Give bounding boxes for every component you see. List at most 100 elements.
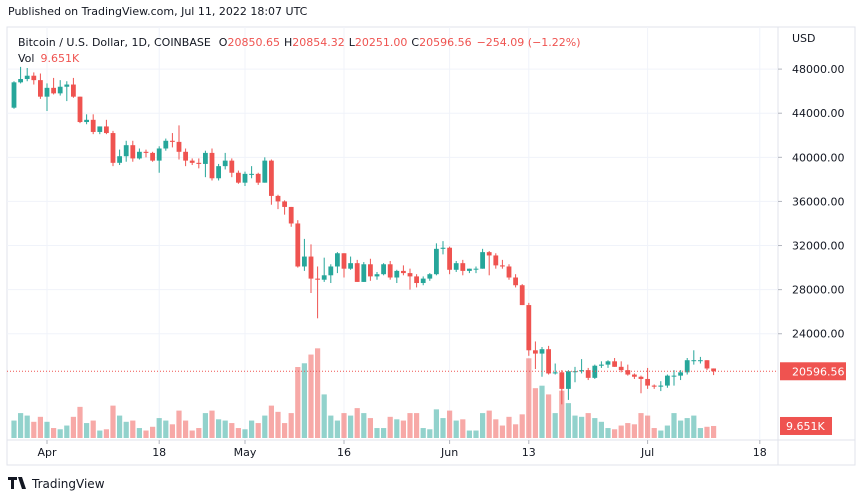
volume-bar	[684, 418, 690, 438]
volume-bar	[268, 405, 274, 438]
candle-body	[196, 162, 202, 164]
candle-body	[500, 265, 505, 267]
volume-bar	[222, 420, 228, 438]
candle-body	[183, 151, 188, 161]
volume-bar	[400, 420, 406, 438]
volume-bar	[64, 425, 70, 438]
candle-body	[308, 256, 314, 279]
candle-body	[460, 263, 466, 271]
candle-body	[163, 140, 169, 149]
volume-bar	[420, 428, 426, 438]
candle-body	[321, 275, 327, 280]
last-volume-label: 9.651K	[786, 420, 825, 433]
candle-body	[447, 247, 452, 270]
volume-bar	[513, 424, 519, 438]
y-tick-label: 32000.00	[792, 240, 845, 253]
volume-bar	[90, 420, 96, 438]
candle-body	[566, 371, 571, 389]
ohlc-key: C	[411, 36, 419, 49]
candle-body	[328, 266, 334, 276]
candle-body	[18, 79, 23, 83]
candle-body	[137, 151, 142, 159]
candle-body	[711, 368, 716, 372]
candle-body	[618, 366, 624, 371]
volume-bar	[473, 430, 479, 438]
candle-body	[275, 195, 281, 202]
brand-name: TradingView	[31, 477, 105, 491]
volume-bar	[664, 425, 670, 438]
volume-bar	[394, 419, 400, 438]
candle-body	[638, 376, 644, 379]
volume-bar	[354, 408, 360, 438]
volume-bar	[123, 421, 129, 438]
volume-bar	[341, 413, 347, 438]
x-tick-label: 18	[753, 446, 767, 459]
x-tick-label: 16	[337, 446, 351, 459]
candle-body	[513, 277, 518, 286]
candle-body	[38, 80, 43, 97]
volume-bar	[321, 394, 327, 438]
candle-body	[143, 151, 149, 153]
x-tick-label: 18	[152, 446, 166, 459]
volume-bar	[183, 420, 189, 438]
last-price-label: 20596.56	[792, 365, 845, 378]
candle-body	[684, 360, 690, 373]
candle-body	[335, 253, 340, 267]
candle-body	[579, 370, 584, 372]
candle-body	[467, 268, 472, 271]
candle-body	[506, 266, 512, 278]
candle-body	[493, 255, 499, 266]
volume-bar	[697, 428, 703, 438]
ohlc-value: 20251.00	[355, 36, 408, 49]
candle-body	[632, 374, 637, 377]
y-tick-label: 24000.00	[792, 328, 845, 341]
candle-body	[302, 256, 307, 267]
candle-body	[665, 375, 670, 386]
y-tick-label: 28000.00	[792, 284, 845, 297]
ohlc-value: 20596.56	[419, 36, 472, 49]
volume-bar	[374, 428, 380, 438]
candle-body	[533, 350, 538, 354]
candle-body	[315, 278, 320, 280]
volume-bar	[295, 367, 301, 438]
candle-body	[269, 160, 274, 196]
volume-bar	[202, 413, 208, 438]
volume-bar	[18, 413, 24, 438]
volume-bar	[506, 416, 512, 438]
volume-bar	[288, 413, 294, 438]
candle-body	[236, 172, 241, 183]
candle-body	[678, 372, 683, 376]
series	[11, 66, 717, 438]
volume-bar	[565, 403, 571, 438]
candle-body	[401, 270, 406, 274]
volume-bar	[453, 420, 459, 438]
candle-body	[354, 263, 360, 282]
candle-body	[671, 375, 677, 377]
volume-bar	[136, 428, 142, 438]
volume-bar	[440, 418, 446, 438]
x-tick-label: 13	[522, 446, 536, 459]
volume-bar	[651, 428, 657, 438]
volume-bar	[433, 409, 439, 438]
volume-bar	[486, 410, 492, 438]
volume-bar	[691, 415, 697, 438]
volume-bar	[315, 348, 321, 438]
candle-body	[64, 84, 70, 87]
volume-bar	[447, 410, 453, 438]
candle-body	[414, 276, 419, 284]
symbol-header: Bitcoin / U.S. Dollar, 1D, COINBASE O2085…	[18, 36, 581, 49]
candle-body	[57, 86, 63, 94]
volume-bar	[328, 415, 334, 438]
volume-bar	[275, 411, 281, 438]
candle-body	[123, 145, 129, 157]
y-tick-label: 48000.00	[792, 63, 845, 76]
candle-body	[698, 360, 703, 362]
candle-body	[31, 75, 37, 81]
volume-bar	[645, 415, 651, 438]
candle-body	[691, 360, 697, 362]
candle-body	[249, 173, 254, 175]
x-tick-label: Jun	[440, 446, 458, 459]
candle-body	[51, 87, 56, 94]
volume-bar	[31, 421, 37, 438]
change: −254.09 (−1.22%)	[477, 36, 581, 49]
